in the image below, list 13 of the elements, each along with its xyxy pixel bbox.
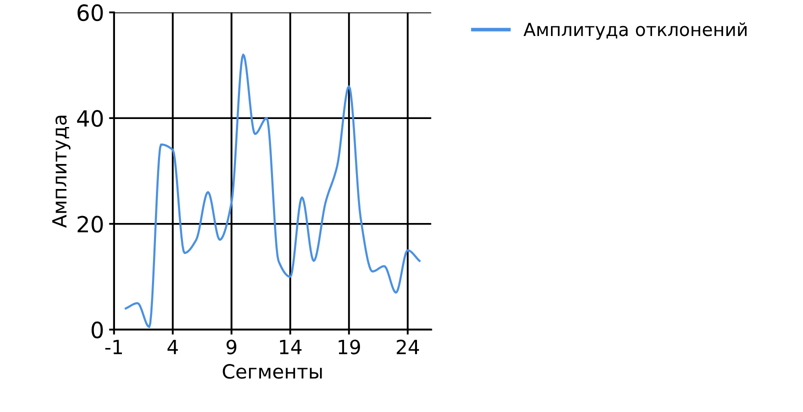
- x-tick-label: 24: [396, 340, 419, 354]
- y-axis-title: Амплитуда: [52, 116, 70, 228]
- y-tick-label: 20: [78, 216, 103, 233]
- x-tick-label: -1: [105, 340, 122, 354]
- legend-label: Амплитуда отклонений: [524, 22, 747, 40]
- y-tick-label: 0: [92, 322, 103, 338]
- y-tick-label: 60: [78, 4, 103, 22]
- x-tick-label: 19: [338, 340, 360, 354]
- x-axis-title: Сегменты: [222, 364, 322, 379]
- x-tick-label: 4: [168, 340, 178, 354]
- x-tick-label: 14: [280, 340, 302, 354]
- x-tick-label: 9: [226, 340, 236, 354]
- y-tick-label: 40: [77, 110, 103, 127]
